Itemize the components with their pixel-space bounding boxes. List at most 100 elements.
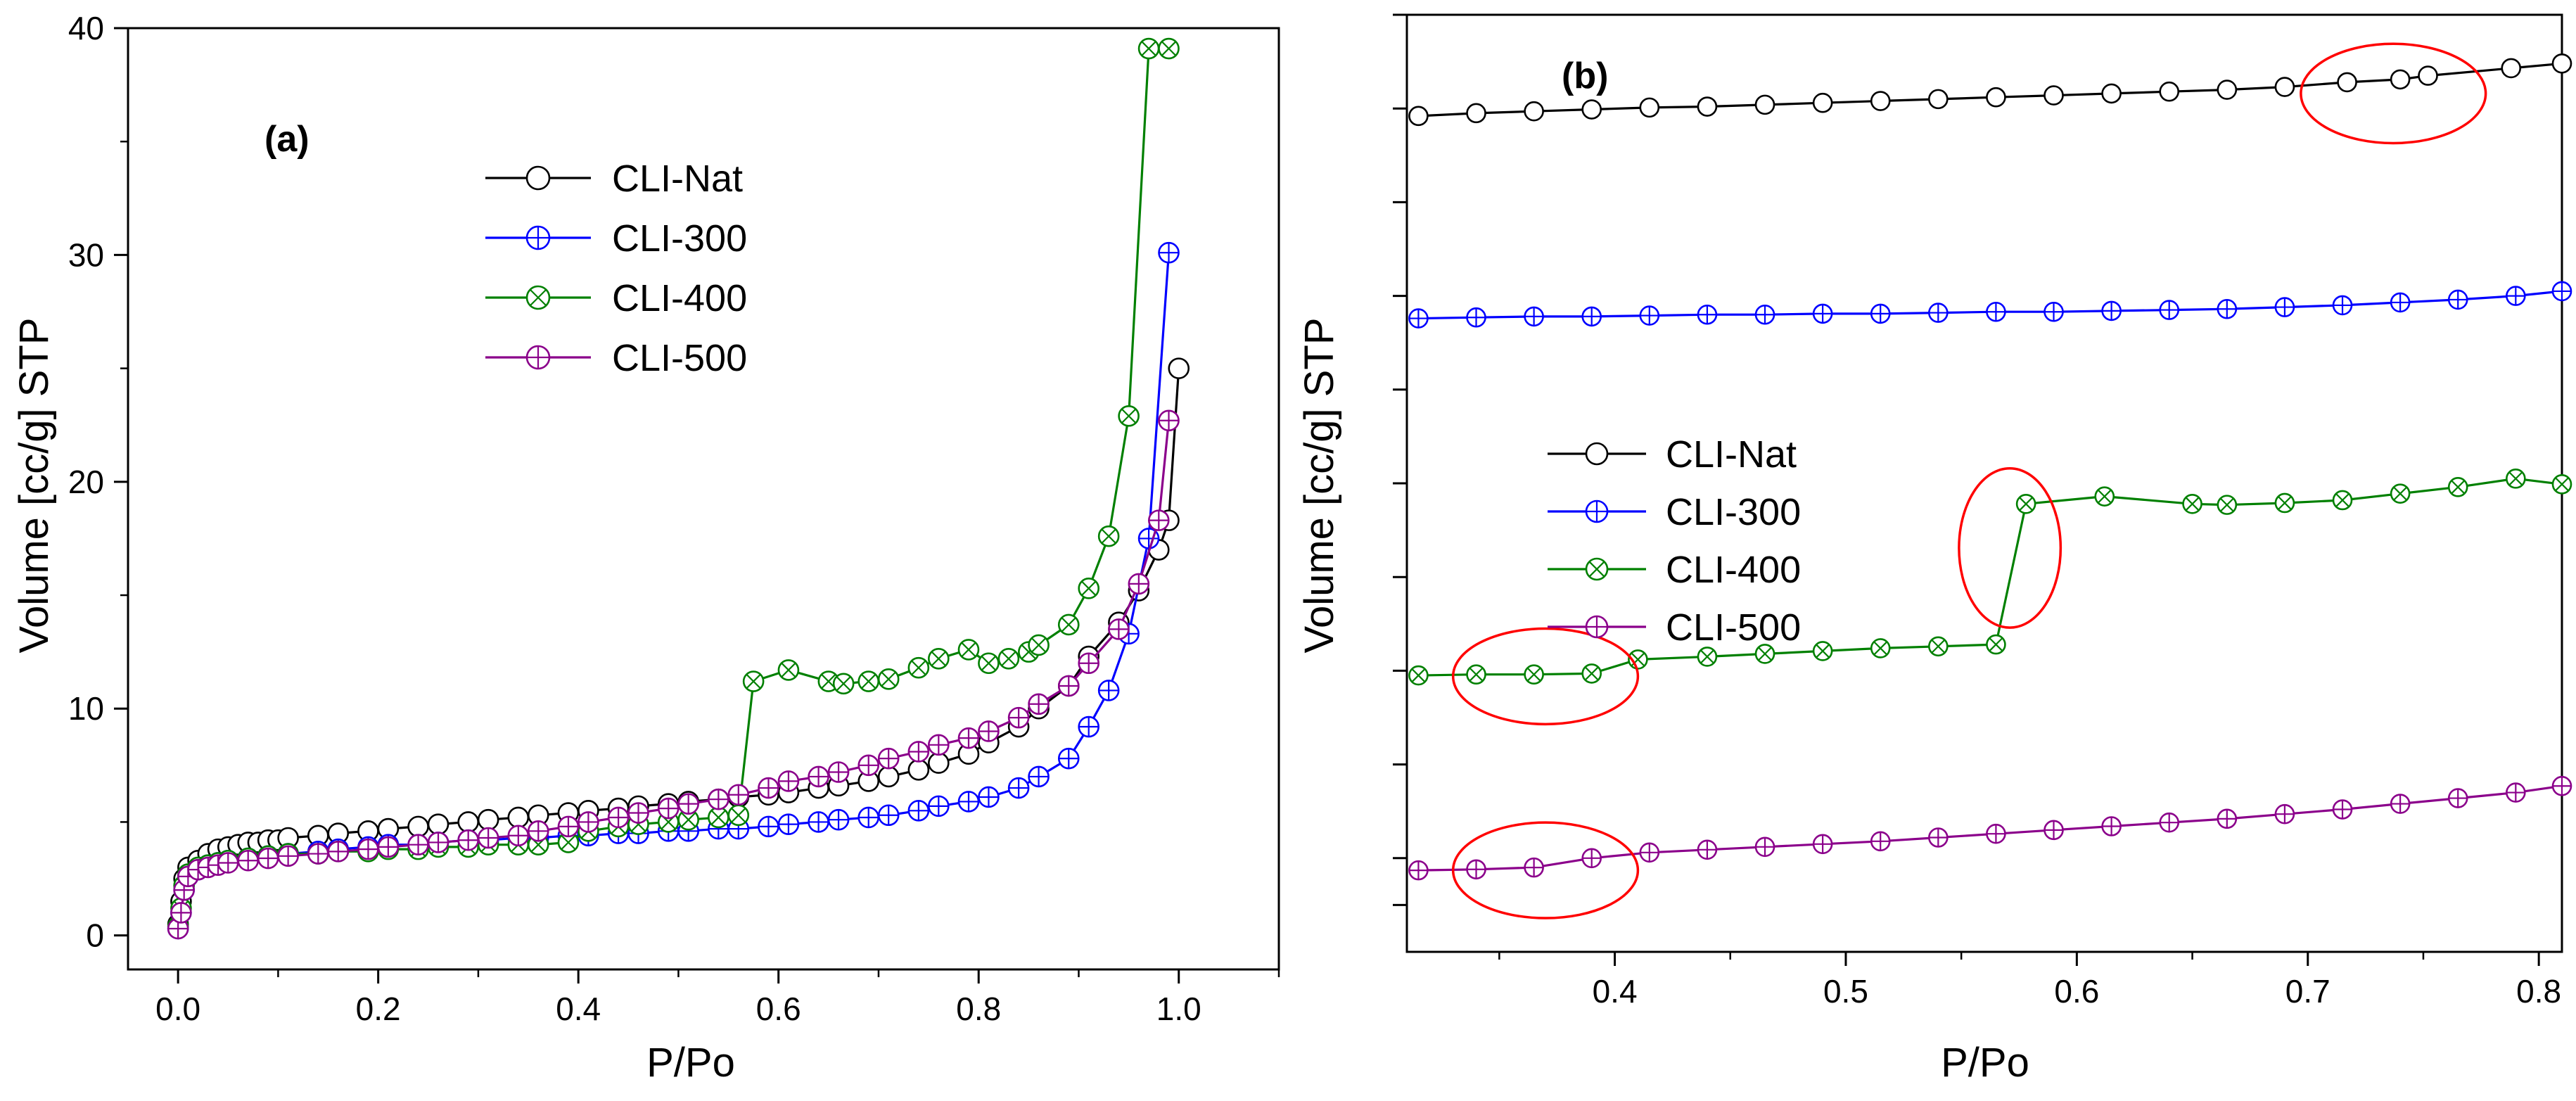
- data-point-cli-300-a-37: [957, 791, 980, 813]
- data-point-cli-nat-a-22: [507, 806, 530, 829]
- data-point-cli-nat-b-3-ring: [1581, 99, 1602, 120]
- x-axis-title-b: P/Po: [1941, 1040, 2029, 1086]
- data-point-cli-500-a-13: [357, 838, 379, 860]
- y-axis-title-b: Volume [cc/g] STP: [1296, 317, 1342, 653]
- legend-item-cli-400-b: CLI-400: [1548, 549, 1801, 591]
- data-point-cli-nat-b-7: [1812, 92, 1833, 113]
- data-point-cli-400-a-41-diag2: [1031, 637, 1047, 653]
- data-point-cli-300-a-31: [808, 811, 829, 833]
- data-point-cli-nat-a-39-ring: [928, 752, 950, 774]
- data-point-cli-nat-a-39: [928, 752, 950, 774]
- data-point-cli-400-b-17: [2390, 483, 2411, 504]
- legend-label-cli-500-a: CLI-500: [612, 337, 747, 379]
- data-point-cli-400-a-44: [1097, 525, 1120, 547]
- legend-item-cli-400-a: CLI-400: [485, 277, 747, 319]
- data-point-cli-300-b-1: [1466, 307, 1486, 328]
- data-point-cli-nat-b-11-ring: [2043, 85, 2064, 106]
- data-point-cli-nat-b-1-ring: [1466, 103, 1486, 124]
- data-point-cli-400-b-8: [1870, 638, 1891, 658]
- data-point-cli-400-b-1: [1466, 664, 1486, 685]
- data-point-cli-400-b-0: [1408, 665, 1429, 686]
- series-cli-nat-b: [1408, 53, 2572, 127]
- data-point-cli-400-a-41: [1028, 634, 1050, 656]
- data-point-cli-400-b-12: [2094, 486, 2115, 507]
- legend-marker-cli-500-b: [1585, 615, 1609, 639]
- data-point-cli-400-a-36-diag2: [931, 651, 947, 667]
- data-point-cli-nat-b-17-ring: [2390, 69, 2411, 90]
- data-point-cli-400-b-3: [1581, 663, 1602, 684]
- data-point-cli-400-b-9-diag2: [1931, 639, 1946, 654]
- data-point-cli-nat-a-38-ring: [907, 758, 930, 781]
- data-point-cli-nat-a-21-ring: [477, 808, 499, 831]
- data-point-cli-400-b-6-diag2: [1757, 647, 1773, 661]
- legend-marker-cli-400-b-diag2: [1588, 561, 1605, 578]
- panel-a: 0.0 0.2 0.4 0.6 0.8 1.0 0 10 20 30 40 (a) P/Po Vol…: [11, 10, 1280, 1086]
- data-point-cli-500-a-21: [557, 815, 580, 838]
- data-point-cli-400-b-7-diag2: [1815, 644, 1830, 658]
- data-point-cli-300-b-6: [1754, 304, 1775, 325]
- data-point-cli-500-a-40: [1028, 693, 1050, 715]
- data-point-cli-400-b-20: [2551, 474, 2572, 495]
- data-point-cli-nat-b-13-ring: [2159, 81, 2180, 102]
- data-point-cli-500-a-28: [727, 784, 750, 806]
- data-point-cli-nat-a-37-ring: [877, 765, 900, 788]
- data-point-cli-500-b-8: [1870, 831, 1891, 852]
- series-cli-500-b: [1408, 775, 2572, 881]
- data-point-cli-500-b-2: [1524, 857, 1544, 878]
- data-point-cli-300-b-9: [1928, 303, 1949, 323]
- data-point-cli-nat-a-19-ring: [427, 813, 449, 835]
- data-point-cli-300-b-12: [2101, 300, 2122, 322]
- data-point-cli-nat-a-18: [407, 815, 429, 838]
- data-point-cli-400-a-21-diag2: [561, 834, 576, 851]
- data-point-cli-500-a-39: [1007, 706, 1030, 729]
- data-point-cli-500-a-27: [708, 788, 729, 810]
- panel-label-b: (b): [1562, 56, 1608, 96]
- data-point-cli-300-a-29: [758, 815, 779, 838]
- data-point-cli-300-a-36: [928, 795, 950, 817]
- legend-item-cli-500-a: CLI-500: [485, 337, 747, 379]
- data-point-cli-400-b-16-diag2: [2335, 492, 2350, 508]
- data-point-cli-500-a-30: [777, 770, 800, 792]
- highlight-ellipse-b-2: [1451, 627, 1640, 726]
- data-point-cli-300-b-3: [1581, 306, 1602, 327]
- data-point-cli-300-b-11: [2043, 301, 2064, 322]
- data-point-cli-400-b-10: [1986, 634, 2006, 655]
- data-point-cli-500-a-12: [327, 841, 350, 863]
- data-point-cli-nat-b-19-ring: [2501, 58, 2522, 79]
- legend-label-cli-300-a: CLI-300: [612, 217, 747, 260]
- data-point-cli-nat-b-16-ring: [2337, 72, 2357, 93]
- data-point-cli-500-b-17: [2390, 794, 2411, 814]
- legend-item-cli-300-b: CLI-300: [1548, 491, 1801, 533]
- data-point-cli-300-b-18: [2447, 289, 2468, 310]
- legend-label-cli-nat-a: CLI-Nat: [612, 158, 743, 200]
- data-point-cli-500-a-41: [1057, 675, 1080, 697]
- data-point-cli-500-b-16: [2332, 799, 2353, 820]
- x-tick-label-a-4: 0.8: [956, 991, 1001, 1027]
- highlight-ellipse-b-0: [2300, 42, 2487, 145]
- data-point-cli-nat-b-12: [2101, 83, 2122, 104]
- panel-b: 0.4 0.5 0.6 0.7 0.8 (b) P/Po Volume [cc/g] S…: [1296, 13, 2572, 1086]
- data-point-cli-400-a-37-diag2: [961, 642, 976, 658]
- data-point-cli-400-b-8-diag2: [1873, 641, 1888, 656]
- data-point-cli-400-a-46: [1137, 37, 1160, 60]
- legend-marker-cli-500-a: [525, 345, 551, 370]
- data-point-cli-500-a-0: [167, 917, 189, 940]
- data-point-cli-300-a-33: [857, 806, 880, 829]
- panel-label-a: (a): [264, 119, 310, 160]
- data-point-cli-300-a-32: [827, 808, 850, 831]
- series-cli-400-b: [1408, 469, 2572, 686]
- data-point-cli-nat-b-2-ring: [1524, 101, 1544, 122]
- data-point-cli-400-b-18: [2447, 477, 2468, 497]
- data-point-cli-nat-b-7-ring: [1812, 92, 1833, 113]
- legend-marker-cli-300-b: [1585, 499, 1609, 523]
- data-point-cli-300-b-2: [1524, 306, 1544, 327]
- x-tick-label-a-3: 0.6: [756, 991, 801, 1027]
- data-point-cli-400-a-47-diag2: [1161, 41, 1177, 56]
- legend-label-cli-nat-b: CLI-Nat: [1666, 433, 1797, 476]
- data-point-cli-300-b-14: [2217, 298, 2238, 319]
- data-point-cli-nat-b-2: [1524, 101, 1544, 122]
- data-point-cli-nat-a-22-ring: [507, 806, 530, 829]
